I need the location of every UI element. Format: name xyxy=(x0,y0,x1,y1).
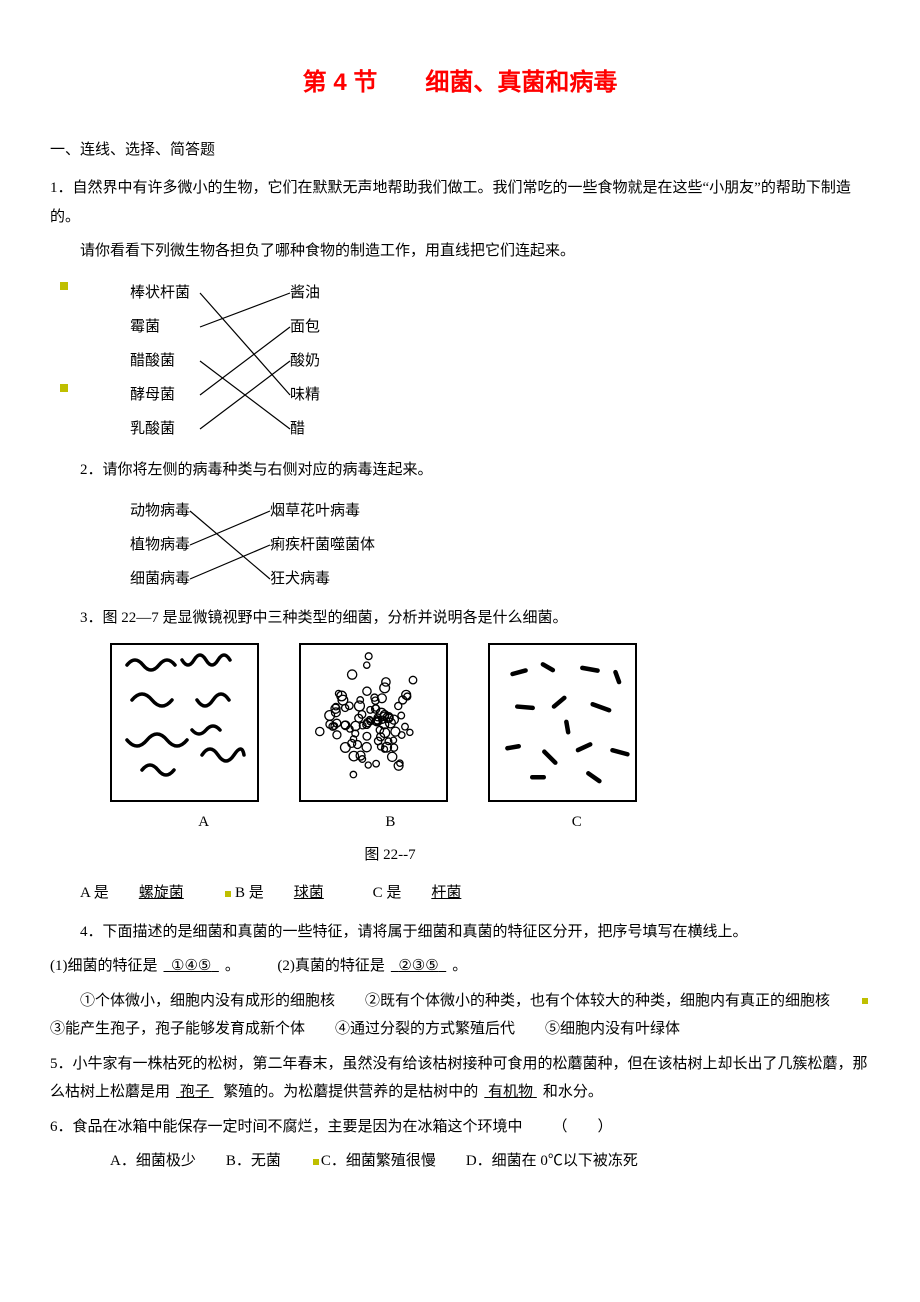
bullet-icon xyxy=(313,1159,319,1165)
q5: 5．小牛家有一株枯死的松树，第二年春末，虽然没有给该枯树接种可食用的松蘑菌种，但… xyxy=(50,1050,870,1107)
figure-c-frame xyxy=(488,643,637,803)
q3-b-prefix: B 是 xyxy=(235,885,264,901)
figure-label-b: B xyxy=(385,808,395,837)
q6-stem: 6．食品在冰箱中能保存一定时间不腐烂，主要是因为在冰箱这个环境中 （ ） xyxy=(50,1113,870,1142)
bullet-icon xyxy=(225,891,231,897)
figure-label-a: A xyxy=(198,808,209,837)
bullet-icon xyxy=(862,998,868,1004)
match-left-item: 霉菌 xyxy=(130,310,190,344)
q5-ans1: 孢子 xyxy=(170,1084,220,1100)
q3-c-value: 杆菌 xyxy=(401,885,491,901)
q4-1-prefix: (1)细菌的特征是 xyxy=(50,958,158,974)
q3-stem: 3．图 22—7 是显微镜视野中三种类型的细菌，分析并说明各是什么细菌。 xyxy=(50,604,870,633)
figure-caption: 图 22--7 xyxy=(110,841,670,870)
match-left-item: 酵母菌 xyxy=(130,378,190,412)
figure-label-c: C xyxy=(572,808,582,837)
q1-paragraph-1: 1．自然界中有许多微小的生物，它们在默默无声地帮助我们做工。我们常吃的一些食物就… xyxy=(50,174,870,231)
match-right-item: 烟草花叶病毒 xyxy=(270,494,375,528)
q2-stem: 2．请你将左侧的病毒种类与右侧对应的病毒连起来。 xyxy=(50,456,870,485)
q4-answers: (1)细菌的特征是 ①④⑤ 。 (2)真菌的特征是 ②③⑤ 。 xyxy=(50,952,870,981)
matching-block-2: 动物病毒植物病毒细菌病毒 烟草花叶病毒痢疾杆菌噬菌体狂犬病毒 xyxy=(110,494,870,594)
figure-22-7 xyxy=(110,643,870,803)
match-right-item: 醋 xyxy=(290,412,320,446)
q3-b-value: 球菌 xyxy=(264,885,354,901)
q1-paragraph-2: 请你看看下列微生物各担负了哪种食物的制造工作，用直线把它们连起来。 xyxy=(50,237,870,266)
match-left-item: 醋酸菌 xyxy=(130,344,190,378)
q3-answers: A 是螺旋菌 B 是球菌 C 是杆菌 xyxy=(80,879,870,908)
match-left-item: 棒状杆菌 xyxy=(130,276,190,310)
q6-options: A．细菌极少 B．无菌 C．细菌繁殖很慢 D．细菌在 0℃以下被冻死 xyxy=(110,1147,870,1176)
match-right-item: 酱油 xyxy=(290,276,320,310)
q3-a-prefix: A 是 xyxy=(80,885,109,901)
figure-b-frame xyxy=(299,643,448,803)
q3-c-prefix: C 是 xyxy=(373,885,402,901)
match-right-item: 痢疾杆菌噬菌体 xyxy=(270,528,375,562)
match-left-item: 动物病毒 xyxy=(130,494,190,528)
match-right-item: 酸奶 xyxy=(290,344,320,378)
q5-ans2: 有机物 xyxy=(478,1084,543,1100)
q4-options: ①个体微小，细胞内没有成形的细胞核 ②既有个体微小的种类，也有个体较大的种类，细… xyxy=(50,987,870,1044)
match-left-item: 乳酸菌 xyxy=(130,412,190,446)
q4-2-value: ②③⑤ xyxy=(385,958,452,974)
bullet-icon xyxy=(60,384,68,392)
match-left-item: 细菌病毒 xyxy=(130,562,190,596)
match-right-item: 面包 xyxy=(290,310,320,344)
section-heading: 一、连线、选择、简答题 xyxy=(50,136,870,165)
q3-a-value: 螺旋菌 xyxy=(109,885,214,901)
q4-1-value: ①④⑤ xyxy=(158,958,225,974)
match-left-item: 植物病毒 xyxy=(130,528,190,562)
match-right-item: 狂犬病毒 xyxy=(270,562,375,596)
figure-a-frame xyxy=(110,643,259,803)
q4-stem: 4．下面描述的是细菌和真菌的一些特征，请将属于细菌和真菌的特征区分开，把序号填写… xyxy=(50,918,870,947)
bullet-icon xyxy=(60,282,68,290)
q4-2-prefix: (2)真菌的特征是 xyxy=(277,958,385,974)
matching-block-1: 棒状杆菌霉菌醋酸菌酵母菌乳酸菌 酱油面包酸奶味精醋 xyxy=(90,276,870,446)
match-right-item: 味精 xyxy=(290,378,320,412)
page-title: 第 4 节 细菌、真菌和病毒 xyxy=(50,60,870,106)
